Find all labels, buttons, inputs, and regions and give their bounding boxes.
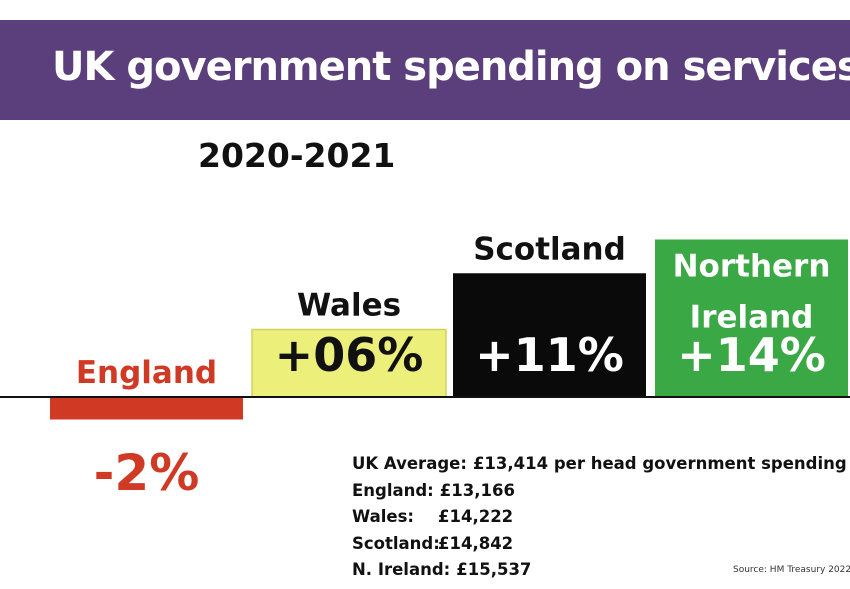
spending-stats: UK Average: £13,414 per head government … [352,451,847,584]
bar-wales [251,328,447,398]
value-label-northern-ireland: +14% [677,328,826,382]
chart-title: UK government spending on services [52,44,850,90]
stats-value: £13,414 per head government spending [472,454,847,473]
title-banner [0,20,850,120]
category-label-northern-ireland: Northern Ireland [673,249,831,336]
category-label-scotland: Scotland [473,231,626,267]
stats-value: £14,842 [438,533,514,553]
stats-value: £14,222 [438,507,514,526]
bar-northern-ireland [655,239,848,397]
bar-scotland [453,273,646,397]
stats-label: N. Ireland: [352,560,451,579]
stats-label: England: [352,480,434,500]
category-label-wales: Wales [297,288,401,324]
source-note: Source: HM Treasury 2022 [733,565,850,575]
stats-label: Scotland: [352,533,440,553]
value-label-england: -2% [94,444,200,502]
value-label-wales: +06% [275,328,424,382]
bar-england [50,397,243,420]
stats-value: £15,537 [456,560,532,579]
stats-row-england: England: £13,166 [352,478,847,505]
stats-value: £13,166 [439,480,515,500]
stats-row-scotland: Scotland: £14,842 [352,531,847,558]
stats-row-wales: Wales: £14,222 [352,504,847,531]
stats-label: UK Average: [352,454,467,473]
category-label-england: England [76,355,217,391]
stats-row-uk-average: UK Average: £13,414 per head government … [352,451,847,478]
stats-row-northern-ireland: N. Ireland: £15,537 [352,557,847,584]
value-label-scotland: +11% [475,328,624,382]
stats-label: Wales: [352,507,415,526]
chart-subtitle: 2020-2021 [198,136,396,175]
